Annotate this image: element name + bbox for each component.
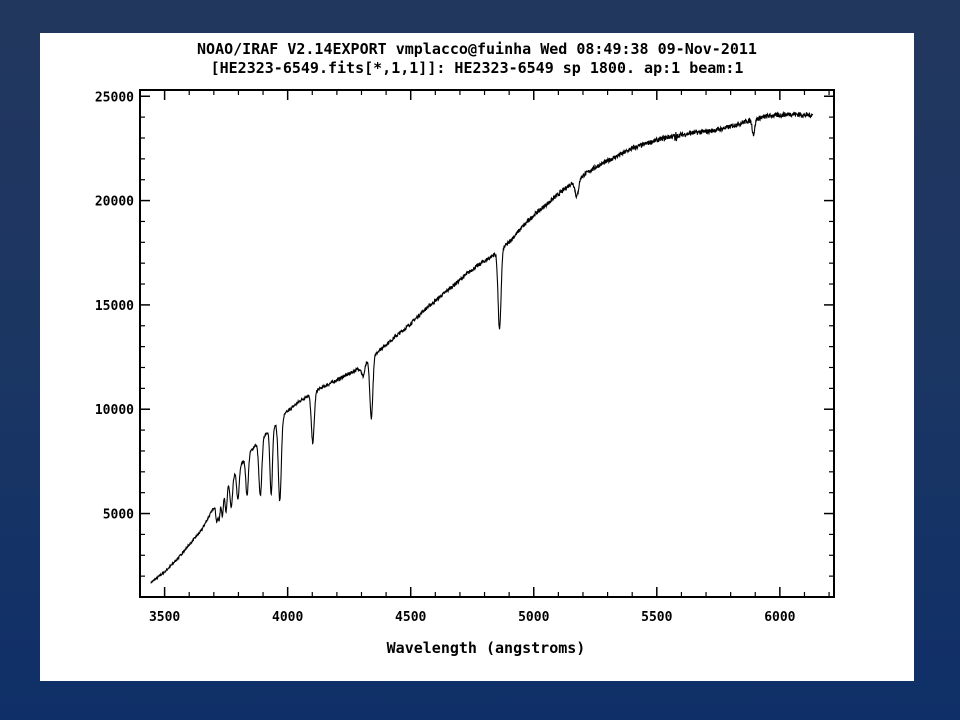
x-tick-label: 6000 xyxy=(764,610,795,625)
x-tick-label: 3500 xyxy=(149,610,180,625)
plot-area: 3500 4000 4500 5000 5500 6000 5000 10000 15000 2… xyxy=(95,89,835,625)
y-tick-label: 5000 xyxy=(103,508,134,523)
y-tick-label: 10000 xyxy=(95,403,134,418)
x-axis-label: Wavelength (angstroms) xyxy=(387,639,586,657)
x-tick-label: 4500 xyxy=(395,610,426,625)
x-tick-label: 5000 xyxy=(518,610,549,625)
y-tick-label: 20000 xyxy=(95,195,134,210)
chart-title-line-2: [HE2323-6549.fits[*,1,1]]: HE2323-6549 s… xyxy=(211,59,744,77)
x-tick-label: 5500 xyxy=(641,610,672,625)
chart-title-line-1: NOAO/IRAF V2.14EXPORT vmplacco@fuinha We… xyxy=(197,40,757,58)
y-axis: 5000 10000 15000 20000 25000 xyxy=(95,90,834,577)
y-tick-label: 25000 xyxy=(95,90,134,105)
plot-frame xyxy=(139,89,835,598)
x-tick-label: 4000 xyxy=(272,610,303,625)
spectrum-chart: NOAO/IRAF V2.14EXPORT vmplacco@fuinha We… xyxy=(95,40,835,657)
x-axis: 3500 4000 4500 5000 5500 6000 xyxy=(139,90,830,625)
spectrum-line xyxy=(150,110,814,584)
chart-panel: NOAO/IRAF V2.14EXPORT vmplacco@fuinha We… xyxy=(40,33,914,681)
y-tick-label: 15000 xyxy=(95,299,134,314)
